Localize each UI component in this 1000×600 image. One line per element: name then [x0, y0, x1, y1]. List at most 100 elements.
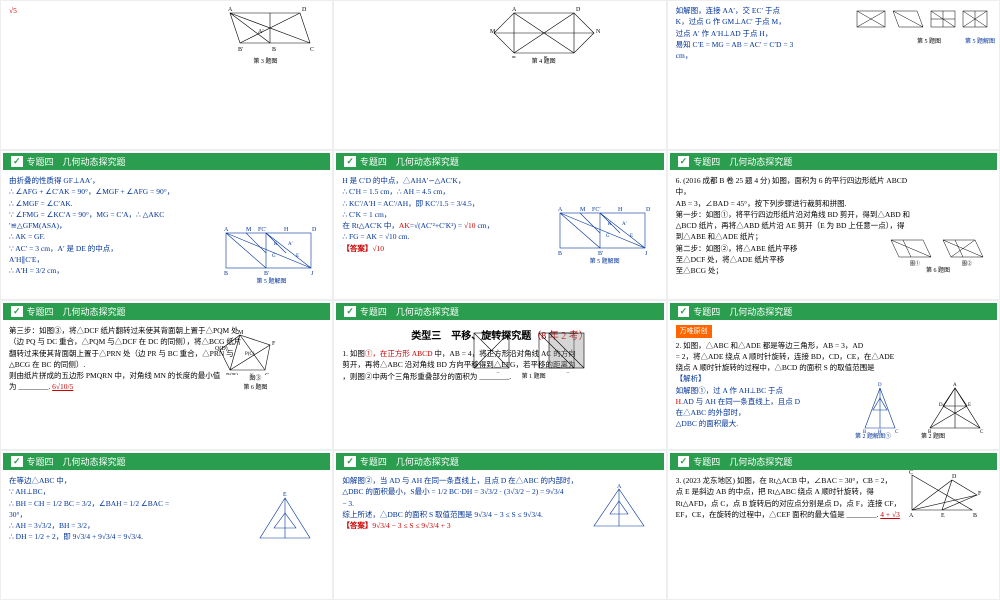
header-title: 专题四 几何动态探究题: [27, 305, 126, 318]
r2c1-red: ①，在正方形 ABCD: [365, 349, 433, 358]
check-icon: ✓: [678, 456, 690, 467]
header-r2c1: ✓专题四 几何动态探究题: [336, 303, 663, 320]
r2c2-cap2: 第 2 题图: [921, 433, 945, 442]
header-title: 专题四 几何动态探究题: [693, 455, 792, 468]
r2c2-b2: 绕点 A 顺时针旋转的过程中，△BCD 的面积 S 的取值范围是: [676, 362, 991, 373]
r1c2-l1: 中，: [676, 186, 991, 197]
header-title: 专题四 几何动态探究题: [27, 455, 126, 468]
r1c2-l3: 第一步：如图①，将平行四边形纸片沿对角线 BD 剪开，得到△ABD 和: [676, 209, 991, 220]
r3c0-content: 在等边△ABC 中， ∵ AH⊥BC， ∴ BH = CH = 1/2 BC =…: [3, 473, 330, 545]
r2c0-content: 第三步：如图③，将△DCF 纸片翻转过来使其背面朝上置于△PQM 处 （边 PQ…: [3, 323, 330, 395]
header-title: 专题四 几何动态探究题: [693, 155, 792, 168]
para-pair-svg: 图①图②: [883, 232, 993, 267]
r1c2-diagram: 图①图② 第 6 题图: [883, 232, 993, 276]
r0c2-content: 如解图，连接 AA′，交 EC′ 于点 K，过点 G 作 GM⊥AC′ 于点 M…: [670, 3, 997, 63]
r3c1-ans: 9√3/4 − 3 ≤ S ≤ 9√3/4 + 3: [372, 521, 450, 530]
header-title: 专题四 几何动态探究题: [360, 455, 459, 468]
r3c0-diagram: E: [250, 488, 320, 543]
svg-text:A: A: [228, 7, 233, 13]
r0c1-caption: 第 4 题图: [484, 58, 604, 67]
svg-text:D: D: [302, 7, 307, 13]
svg-text:E: E: [283, 492, 287, 498]
r1c1-ans: √10: [372, 244, 384, 253]
svg-text:J: J: [645, 251, 648, 257]
header-r2c0: ✓专题四 几何动态探究题: [3, 303, 330, 320]
cell-r2c1: ✓专题四 几何动态探究题 类型三 平移、旋转探究题（8 年 2 考） 1. 如图…: [333, 300, 666, 450]
r3c2-diagram: AB CE FD: [897, 465, 987, 520]
check-icon: ✓: [678, 156, 690, 167]
svg-text:A: A: [224, 227, 229, 233]
svg-text:D: D: [646, 207, 651, 213]
svg-text:J: J: [311, 271, 314, 277]
r0c2-cap1: 第 5 题图: [917, 38, 941, 47]
tri-small-svg: E: [250, 488, 320, 543]
r1c0-l2: ∴ ∠MGF = ∠C′AK.: [9, 198, 324, 209]
r2c0-ans: 6√10/5: [52, 382, 73, 391]
cell-r1c0: ✓专题四 几何动态探究题 由折叠的性质得 GF⊥AA′， ∴ ∠AFG + ∠C…: [0, 150, 333, 300]
header-title: 专题四 几何动态探究题: [360, 155, 459, 168]
header-title: 专题四 几何动态探究题: [693, 305, 792, 318]
svg-text:D: D: [312, 227, 317, 233]
r1c1-l0: H 是 C′D 的中点，△AHA′∽△AC′K，: [342, 175, 657, 186]
r2c1-caption: 第 1 题图: [464, 373, 604, 382]
rect-fold-svg: AM FC′HD BB′J KA′ GE: [216, 223, 326, 278]
svg-text:G: G: [265, 373, 270, 375]
r0c2-diagram: 第 5 题图 第 5 题解图: [855, 3, 995, 47]
svg-text:FC′: FC′: [592, 207, 601, 213]
check-icon: ✓: [11, 456, 23, 467]
svg-text:M: M: [490, 29, 496, 35]
r2c2-b1: = 2，将△ADE 绕点 A 顺时针旋转，连接 BD，CD，CE，在△ADE: [676, 351, 991, 362]
r2c2-b0: 2. 如图，△ABC 和△ADE 都是等边三角形，AB = 3，AD: [676, 340, 991, 351]
svg-text:F: F: [978, 491, 982, 497]
cell-r0c1: AD MN BF 第 4 题图: [333, 0, 666, 150]
r3c1-diagram: A: [584, 481, 654, 531]
r1c2-l2: AB = 3，∠BAD = 45°，按下列步骤进行裁剪和拼图.: [676, 198, 991, 209]
rect-fold-svg2: AM FC′HD BB′J KA′ GE: [550, 203, 660, 258]
rot-tri-svg: AB CE FD: [897, 465, 987, 520]
svg-text:E: E: [968, 403, 971, 408]
svg-text:FC′: FC′: [258, 227, 267, 233]
r3c1-ans-label: 【答案】: [342, 521, 372, 530]
r2c0-ans-line: 为 ________.: [9, 382, 50, 391]
svg-text:A: A: [512, 7, 517, 13]
r1c0-l3: ∵ ∠FMG = ∠KC′A = 90°，MG = C′A，∴ △AKC: [9, 209, 324, 220]
check-icon: ✓: [678, 306, 690, 317]
cell-r0c2: 如解图，连接 AA′，交 EC′ 于点 K，过点 G 作 GM⊥AC′ 于点 M…: [667, 0, 1000, 150]
svg-text:G: G: [272, 254, 276, 259]
r1c2-content: 6. (2016 成都 B 卷 25 题 4 分) 如图，面积为 6 的平行四边…: [670, 173, 997, 278]
r1c1-rt: √10: [464, 221, 476, 230]
r2c2-cap1: 第 2 题解图①: [855, 433, 891, 442]
r3c2-content: 3. (2023 龙东地区) 如图，在 Rt△ACB 中，∠BAC = 30°，…: [670, 473, 997, 522]
svg-text:A′: A′: [258, 29, 264, 35]
svg-text:E: E: [296, 254, 299, 259]
r1c0-l0: 由折叠的性质得 GF⊥AA′，: [9, 175, 324, 186]
svg-text:K: K: [608, 222, 612, 227]
svg-text:B′: B′: [598, 251, 604, 257]
r0c0-diagram: AD B′C BA′ 第 3 题图: [210, 3, 320, 67]
r1c1-l4a: 在 Rt△AC′K 中，AK=√(AC′²+C′K²) =: [342, 221, 464, 230]
tri-small-svg2: A: [584, 481, 654, 531]
svg-text:A′: A′: [288, 242, 293, 247]
header-r3c0: ✓ 专题四 几何动态探究题: [3, 453, 330, 470]
svg-text:G: G: [606, 234, 610, 239]
r2c0-diagram: MF Q(D)R(B) GP(C) N 图③ 第 6 题图: [210, 330, 300, 393]
svg-text:图②: 图②: [962, 260, 972, 267]
check-icon: ✓: [344, 156, 356, 167]
quad-svg: AD B′C BA′: [210, 3, 320, 58]
header-title: 专题四 几何动态探究题: [360, 305, 459, 318]
header-r2c2: ✓专题四 几何动态探究题: [670, 303, 997, 320]
smallpair-svg: [855, 3, 995, 38]
header-r3c1: ✓ 专题四 几何动态探究题: [336, 453, 663, 470]
r1c0-content: 由折叠的性质得 GF⊥AA′， ∴ ∠AFG + ∠C′AK = 90°，∠MG…: [3, 173, 330, 278]
svg-text:N: N: [596, 29, 601, 35]
svg-text:A: A: [617, 484, 622, 490]
r2c2-bl2: AD 与 AH 在同一条直线上，且点 D: [683, 397, 800, 406]
check-icon: ✓: [344, 456, 356, 467]
r1c1-l1: ∴ C′H = 1.5 cm，∴ AH = 4.5 cm，: [342, 186, 657, 197]
header-r1c1: ✓ 专题四 几何动态探究题: [336, 153, 663, 170]
svg-text:A: A: [909, 513, 914, 519]
svg-text:M: M: [238, 330, 244, 336]
r0c0-caption: 第 3 题图: [210, 58, 320, 67]
r2c1-diagram: 图①图② 第 1 题图: [464, 328, 604, 382]
hex-svg: AD MN BF: [484, 3, 604, 58]
